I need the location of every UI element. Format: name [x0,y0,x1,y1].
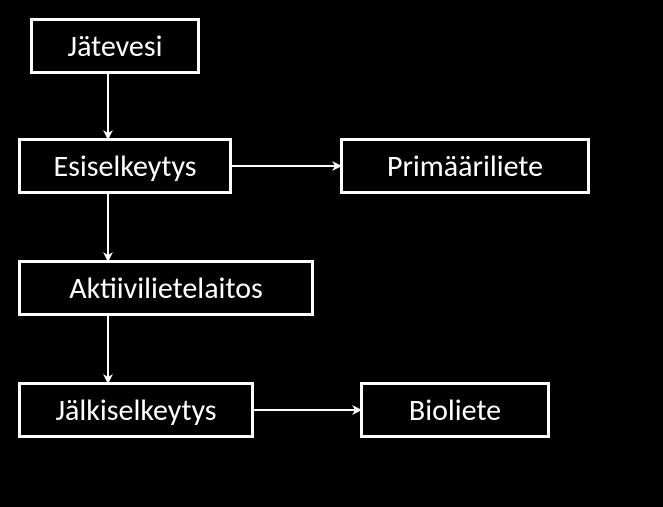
node-jalkiselkeytys: Jälkiselkeytys [18,382,254,438]
node-primaariliete: Primääriliete [340,138,590,194]
flowchart-canvas: Jätevesi Esiselkeytys Primääriliete Aktiivi… [0,0,663,507]
node-esiselkeytys: Esiselkeytys [18,138,232,194]
node-bioliete: Bioliete [360,382,550,438]
node-aktiivilietelaitos: Aktiivilietelaitos [18,260,314,316]
node-jatevesi: Jätevesi [30,18,200,74]
